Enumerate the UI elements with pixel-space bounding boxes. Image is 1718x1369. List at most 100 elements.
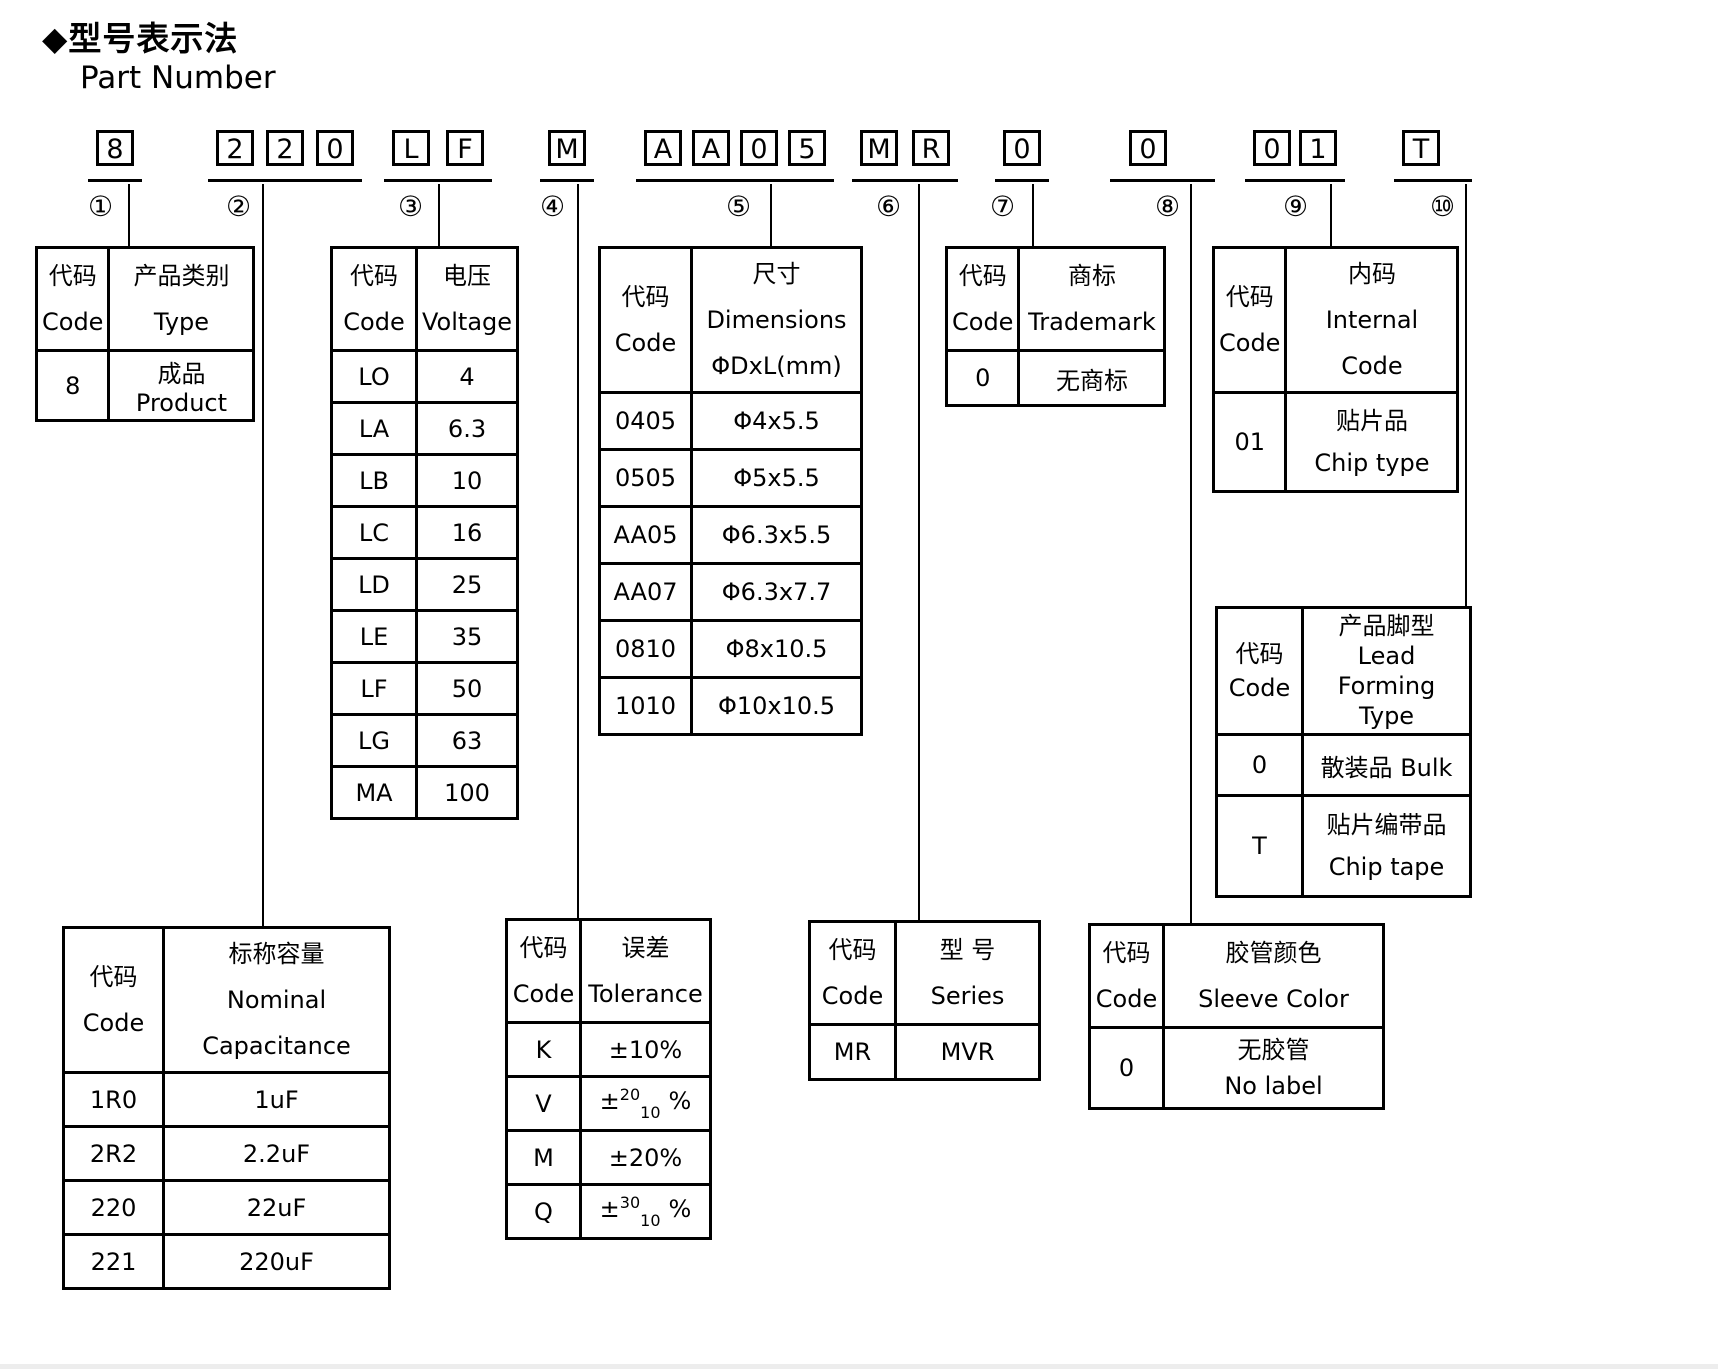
value-cell: 1uF bbox=[162, 1071, 391, 1128]
group-underline bbox=[208, 179, 362, 182]
value-cell: 散装品 Bulk bbox=[1301, 733, 1472, 797]
connector-line bbox=[1330, 184, 1332, 246]
value-cell: ±3010% bbox=[579, 1183, 712, 1240]
table-header-row: 代码 Code 标称容量 Nominal Capacitance bbox=[62, 926, 391, 1074]
table-row: LB 10 bbox=[330, 453, 520, 508]
group-number: ③ bbox=[398, 190, 424, 223]
group-number: ② bbox=[226, 190, 252, 223]
value-header: 产品类别 Type bbox=[107, 246, 256, 352]
value-cell: 无商标 bbox=[1017, 349, 1167, 407]
group-number: ⑧ bbox=[1155, 190, 1181, 223]
code-header: 代码 Code bbox=[1211, 246, 1288, 394]
trademark-table: 代码 Code 商标 Trademark 0 无商标 bbox=[944, 246, 1167, 407]
value-cell: 2.2uF bbox=[162, 1125, 391, 1182]
table-header-row: 代码 Code 误差 Tolerance bbox=[505, 918, 712, 1024]
pn-char-box: 8 bbox=[96, 130, 134, 166]
series-table: 代码 Code 型 号 Series MR MVR bbox=[808, 920, 1041, 1081]
group-number: ④ bbox=[540, 190, 566, 223]
value-cell: 35 bbox=[414, 609, 520, 664]
value-cell: 6.3 bbox=[414, 401, 520, 456]
table-header-row: 代码 Code 尺寸 Dimensions ΦDxL(mm) bbox=[598, 246, 863, 394]
code-cell: 0405 bbox=[598, 391, 693, 451]
code-cell: 0 bbox=[1088, 1026, 1165, 1110]
type-table: 代码 Code 产品类别 Type 8 成品 Product bbox=[34, 246, 256, 422]
code-cell: LC bbox=[330, 505, 418, 560]
connector-line bbox=[577, 184, 579, 918]
pn-char-box: 0 bbox=[740, 130, 778, 166]
group-number: ① bbox=[88, 190, 114, 223]
pn-char-box: 0 bbox=[1129, 130, 1167, 166]
code-cell: 8 bbox=[34, 349, 111, 422]
value-cell: 无胶管 No label bbox=[1162, 1026, 1385, 1110]
page-title-en: Part Number bbox=[80, 60, 276, 96]
code-cell: AA07 bbox=[598, 562, 693, 622]
code-cell: MR bbox=[808, 1023, 897, 1081]
value-header: 误差 Tolerance bbox=[579, 918, 712, 1024]
code-cell: MA bbox=[330, 765, 418, 820]
value-cell: Φ6.3x7.7 bbox=[690, 562, 863, 622]
group-number: ⑨ bbox=[1283, 190, 1309, 223]
value-cell: 100 bbox=[414, 765, 520, 820]
table-row: AA05 Φ6.3x5.5 bbox=[598, 505, 863, 565]
code-header: 代码 Code bbox=[944, 246, 1021, 352]
pn-char-box: M bbox=[548, 130, 586, 166]
code-cell: LD bbox=[330, 557, 418, 612]
table-row: LE 35 bbox=[330, 609, 520, 664]
value-header: 尺寸 Dimensions ΦDxL(mm) bbox=[690, 246, 863, 394]
value-header: 胶管颜色 Sleeve Color bbox=[1162, 923, 1385, 1029]
code-header: 代码 Code bbox=[505, 918, 582, 1024]
code-cell: 220 bbox=[62, 1179, 165, 1236]
table-row: LA 6.3 bbox=[330, 401, 520, 456]
code-cell: LG bbox=[330, 713, 418, 768]
pn-char-box: 0 bbox=[1253, 130, 1291, 166]
code-header: 代码 Code bbox=[1215, 606, 1304, 736]
pn-char-box: 5 bbox=[788, 130, 826, 166]
lead-forming-table: 代码 Code 产品脚型 Lead Forming Type 0 散装品 Bulk T… bbox=[1215, 606, 1472, 898]
group-underline bbox=[384, 179, 492, 182]
code-cell: M bbox=[505, 1129, 582, 1186]
voltage-table: 代码 Code 电压 Voltage LO 4 LA 6.3 LB 10 LC 16 LD 2… bbox=[330, 246, 520, 820]
table-row: 2R2 2.2uF bbox=[62, 1125, 391, 1182]
value-header: 型 号 Series bbox=[894, 920, 1041, 1026]
table-header-row: 代码 Code 型 号 Series bbox=[808, 920, 1041, 1026]
value-header: 内码 Internal Code bbox=[1284, 246, 1460, 394]
table-row: LD 25 bbox=[330, 557, 520, 612]
code-cell: V bbox=[505, 1075, 582, 1132]
table-row: 220 22uF bbox=[62, 1179, 391, 1236]
pn-char-box: L bbox=[392, 130, 430, 166]
value-header: 电压 Voltage bbox=[414, 246, 520, 352]
tolerance-table: 代码 Code 误差 Tolerance K ±10% V ±2010% M ±20… bbox=[505, 918, 712, 1240]
value-cell: 10 bbox=[414, 453, 520, 508]
value-cell: 63 bbox=[414, 713, 520, 768]
table-row: 0 无商标 bbox=[944, 349, 1167, 407]
table-row: V ±2010% bbox=[505, 1075, 712, 1132]
code-cell: LB bbox=[330, 453, 418, 508]
table-row: 0 无胶管 No label bbox=[1088, 1026, 1385, 1110]
code-cell: 01 bbox=[1211, 391, 1288, 493]
code-header: 代码 Code bbox=[62, 926, 165, 1074]
connector-line bbox=[770, 184, 772, 246]
table-header-row: 代码 Code 商标 Trademark bbox=[944, 246, 1167, 352]
table-row: Q ±3010% bbox=[505, 1183, 712, 1240]
page-title-zh: ◆型号表示法 bbox=[42, 19, 239, 58]
pn-char-box: T bbox=[1402, 130, 1440, 166]
code-cell: 0810 bbox=[598, 619, 693, 679]
value-cell: Φ5x5.5 bbox=[690, 448, 863, 508]
pn-char-box: R bbox=[912, 130, 950, 166]
connector-line bbox=[1190, 184, 1192, 923]
value-cell: Φ8x10.5 bbox=[690, 619, 863, 679]
value-cell: 4 bbox=[414, 349, 520, 404]
code-cell: LE bbox=[330, 609, 418, 664]
connector-line bbox=[438, 184, 440, 246]
value-header: 商标 Trademark bbox=[1017, 246, 1167, 352]
table-header-row: 代码 Code 电压 Voltage bbox=[330, 246, 520, 352]
pn-char-box: 2 bbox=[266, 130, 304, 166]
pn-char-box: 1 bbox=[1299, 130, 1337, 166]
value-cell: Φ6.3x5.5 bbox=[690, 505, 863, 565]
sleeve-color-table: 代码 Code 胶管颜色 Sleeve Color 0 无胶管 No label bbox=[1088, 923, 1385, 1110]
table-header-row: 代码 Code 胶管颜色 Sleeve Color bbox=[1088, 923, 1385, 1029]
connector-line bbox=[1032, 184, 1034, 246]
table-header-row: 代码 Code 产品脚型 Lead Forming Type bbox=[1215, 606, 1472, 736]
connector-line bbox=[1465, 184, 1467, 606]
code-cell: 0 bbox=[1215, 733, 1304, 797]
